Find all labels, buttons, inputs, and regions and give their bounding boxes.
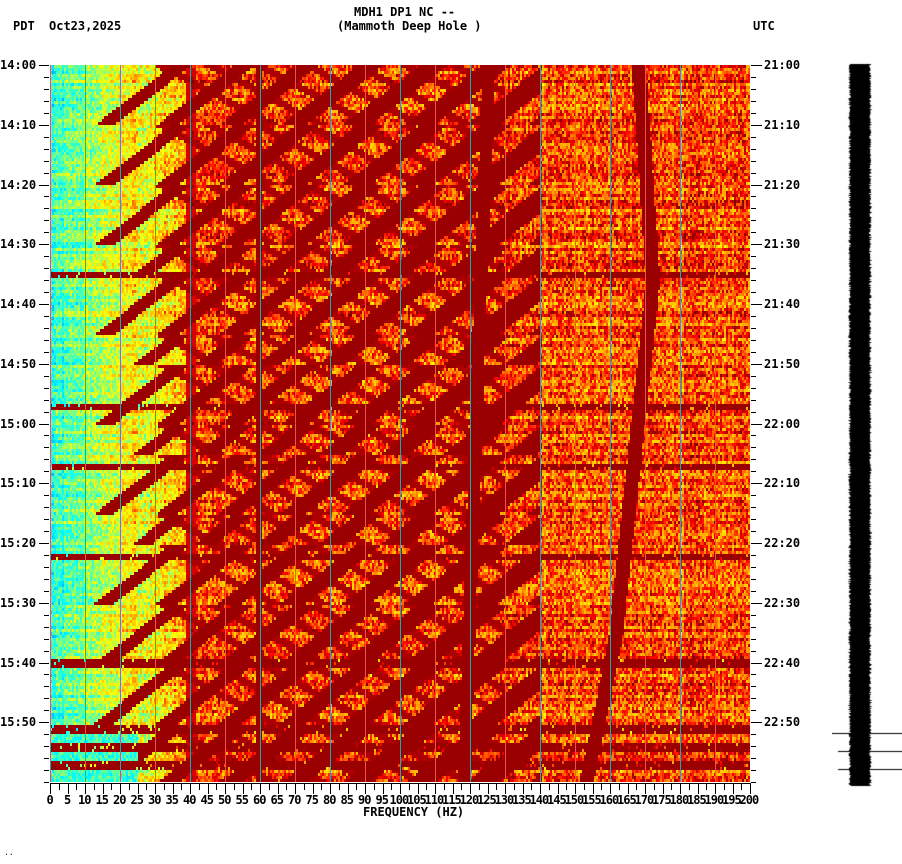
y-tick-right: 22:00 <box>764 416 801 431</box>
y-tick-right: 21:40 <box>764 297 801 311</box>
x-tick-label: 30 <box>148 793 161 807</box>
x-tick-label: 40 <box>183 793 196 807</box>
x-tick-label: 80 <box>323 793 336 807</box>
y-tick-left: 15:50 <box>0 715 37 730</box>
x-tick-label: 195 <box>722 793 742 807</box>
y-tick-left: 15:10 <box>0 476 37 491</box>
x-tick-label: 15 <box>95 793 109 807</box>
x-tick-label: 100 <box>389 793 410 807</box>
x-tick-label: 85 <box>340 793 354 807</box>
y-tick-right: 22:30 <box>764 595 801 610</box>
y-tick-right: 22:20 <box>764 536 801 550</box>
footer-mark: .. <box>4 848 14 857</box>
y-tick-right: 21:20 <box>764 177 801 192</box>
right-timezone-label: UTC <box>753 19 775 33</box>
x-tick-label: 70 <box>288 793 301 807</box>
y-tick-right: 22:10 <box>764 476 801 491</box>
x-tick-label: 45 <box>200 793 214 807</box>
x-tick-label: 180 <box>669 793 690 807</box>
x-tick-label: 130 <box>494 793 515 807</box>
x-tick-label: 35 <box>165 793 179 807</box>
x-tick-label: 20 <box>113 793 126 807</box>
x-tick-label: 145 <box>547 793 567 807</box>
seismogram-trace <box>832 60 902 790</box>
x-tick-label: 135 <box>512 793 532 807</box>
y-tick-left: 15:40 <box>0 655 37 670</box>
x-tick-label: 25 <box>130 793 144 807</box>
x-tick-label: 200 <box>739 793 760 807</box>
x-tick-label: 160 <box>599 793 620 807</box>
x-tick-label: 190 <box>704 793 725 807</box>
y-tick-left: 14:00 <box>0 58 37 72</box>
x-tick-label: 90 <box>358 793 371 807</box>
x-tick-label: 150 <box>564 793 585 807</box>
date-label: Oct23,2025 <box>49 19 122 33</box>
y-tick-left: 15:30 <box>0 595 37 610</box>
station-title: MDH1 DP1 NC -- <box>354 5 456 19</box>
spectrogram-plot <box>50 65 750 782</box>
y-tick-right: 21:00 <box>764 58 801 72</box>
x-tick-label: 185 <box>687 793 707 807</box>
x-tick-label: 165 <box>617 793 637 807</box>
x-tick-label: 50 <box>218 793 231 807</box>
x-tick-label: 125 <box>477 793 497 807</box>
x-tick-label: 0 <box>46 793 54 807</box>
y-tick-right: 22:40 <box>764 655 801 670</box>
y-tick-left: 14:10 <box>0 117 37 132</box>
x-tick-label: 120 <box>459 793 480 807</box>
y-tick-left: 15:20 <box>0 536 37 550</box>
x-tick-label: 55 <box>235 793 249 807</box>
x-tick-label: 110 <box>424 793 445 807</box>
x-tick-label: 170 <box>634 793 655 807</box>
x-tick-label: 140 <box>529 793 550 807</box>
x-tick-label: 5 <box>64 793 71 807</box>
x-tick-label: 115 <box>442 793 462 807</box>
y-tick-left: 14:20 <box>0 177 37 192</box>
y-tick-left: 14:30 <box>0 237 37 252</box>
y-tick-right: 21:50 <box>764 356 801 371</box>
left-timezone-label: PDT <box>13 19 35 33</box>
y-tick-right: 21:10 <box>764 117 801 132</box>
x-tick-label: 95 <box>375 793 389 807</box>
x-tick-label: 65 <box>270 793 284 807</box>
y-tick-left: 14:40 <box>0 297 37 311</box>
x-tick-label: 60 <box>253 793 266 807</box>
y-tick-left: 14:50 <box>0 356 37 371</box>
x-axis-title: FREQUENCY (HZ) <box>363 805 465 819</box>
station-location: (Mammoth Deep Hole ) <box>337 19 482 33</box>
x-tick-label: 175 <box>652 793 672 807</box>
y-tick-right: 21:30 <box>764 237 801 252</box>
x-tick-label: 75 <box>305 793 319 807</box>
x-tick-label: 105 <box>407 793 427 807</box>
y-tick-right: 22:50 <box>764 715 801 730</box>
x-tick-label: 155 <box>582 793 602 807</box>
x-tick-label: 10 <box>78 793 91 807</box>
y-tick-left: 15:00 <box>0 416 37 431</box>
